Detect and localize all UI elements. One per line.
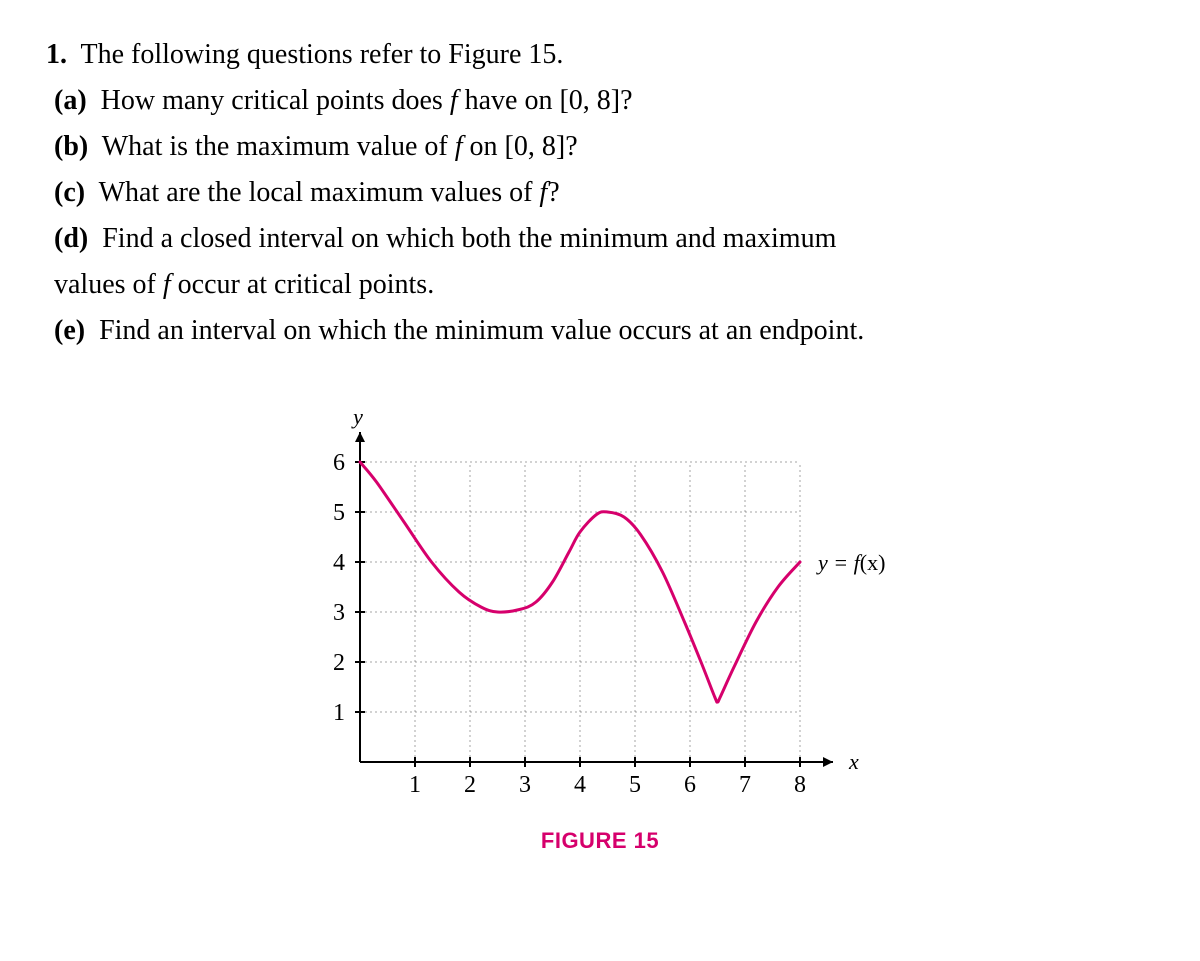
part-b-text1: What is the maximum value of (102, 131, 455, 162)
f-symbol: f (455, 131, 463, 162)
svg-text:5: 5 (629, 772, 641, 798)
svg-text:4: 4 (333, 550, 345, 576)
svg-text:y = f(x): y = f(x) (816, 550, 885, 575)
svg-text:2: 2 (464, 772, 476, 798)
part-b-text2: on [0, 8]? (463, 131, 578, 162)
part-a-text2: have on [0, 8]? (458, 85, 633, 116)
figure-svg: 12345678123456yxy = f(x) (290, 402, 910, 822)
problem-number: 1. (46, 39, 67, 70)
part-c-label: (c) (54, 177, 85, 208)
svg-text:6: 6 (684, 772, 696, 798)
svg-text:5: 5 (333, 500, 345, 526)
part-b: (b) What is the maximum value of f on [0… (30, 126, 1170, 168)
part-d-text1: Find a closed interval on which both the… (102, 223, 836, 254)
part-d-cont1: values of (54, 269, 163, 300)
problem-intro: 1. The following questions refer to Figu… (30, 34, 1170, 76)
part-c: (c) What are the local maximum values of… (30, 172, 1170, 214)
part-d-cont2: occur at critical points. (171, 269, 435, 300)
svg-text:2: 2 (333, 650, 345, 676)
part-e-label: (e) (54, 315, 85, 346)
svg-text:1: 1 (333, 700, 345, 726)
part-c-text2: ? (547, 177, 559, 208)
part-a: (a) How many critical points does f have… (30, 80, 1170, 122)
part-e-text1: Find an interval on which the minimum va… (99, 315, 864, 346)
svg-text:x: x (848, 749, 859, 774)
part-a-label: (a) (54, 85, 87, 116)
svg-text:6: 6 (333, 450, 345, 476)
svg-text:3: 3 (333, 600, 345, 626)
f-symbol: f (163, 269, 171, 300)
f-symbol: f (450, 85, 458, 116)
part-a-text1: How many critical points does (101, 85, 450, 116)
figure-caption: FIGURE 15 (30, 828, 1170, 854)
part-d-label: (d) (54, 223, 88, 254)
svg-text:1: 1 (409, 772, 421, 798)
svg-text:4: 4 (574, 772, 586, 798)
intro-text: The following questions refer to Figure … (81, 39, 564, 70)
part-d: (d) Find a closed interval on which both… (30, 218, 1170, 260)
svg-text:3: 3 (519, 772, 531, 798)
part-b-label: (b) (54, 131, 88, 162)
part-c-text1: What are the local maximum values of (99, 177, 540, 208)
part-d-cont: values of f occur at critical points. (30, 264, 1170, 306)
figure-15: 12345678123456yxy = f(x) FIGURE 15 (30, 402, 1170, 854)
svg-text:7: 7 (739, 772, 751, 798)
svg-text:8: 8 (794, 772, 806, 798)
svg-text:y: y (351, 404, 363, 429)
part-e: (e) Find an interval on which the minimu… (30, 310, 1170, 352)
